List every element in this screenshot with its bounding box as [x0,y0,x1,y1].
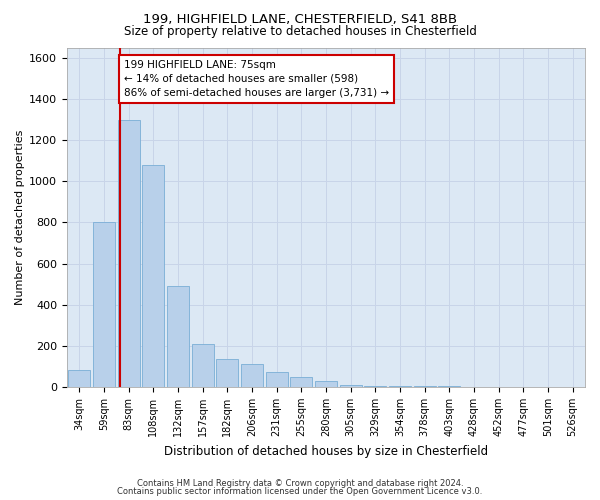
Bar [438,386,460,387]
Text: 199, HIGHFIELD LANE, CHESTERFIELD, S41 8BB: 199, HIGHFIELD LANE, CHESTERFIELD, S41 8… [143,12,457,26]
Text: Contains public sector information licensed under the Open Government Licence v3: Contains public sector information licen… [118,487,482,496]
Bar [315,381,337,387]
Bar [93,222,115,387]
Bar [266,372,288,387]
Bar [142,165,164,387]
Text: 199 HIGHFIELD LANE: 75sqm
← 14% of detached houses are smaller (598)
86% of semi: 199 HIGHFIELD LANE: 75sqm ← 14% of detac… [124,60,389,98]
Bar [216,359,238,387]
Bar [118,120,140,387]
Bar [290,376,313,387]
Bar [340,385,362,387]
Bar [241,364,263,387]
Bar [364,386,386,387]
Text: Size of property relative to detached houses in Chesterfield: Size of property relative to detached ho… [124,25,476,38]
Y-axis label: Number of detached properties: Number of detached properties [15,130,25,305]
Bar [191,344,214,387]
Bar [68,370,91,387]
Text: Contains HM Land Registry data © Crown copyright and database right 2024.: Contains HM Land Registry data © Crown c… [137,478,463,488]
X-axis label: Distribution of detached houses by size in Chesterfield: Distribution of detached houses by size … [164,444,488,458]
Bar [167,286,189,387]
Bar [389,386,411,387]
Bar [413,386,436,387]
